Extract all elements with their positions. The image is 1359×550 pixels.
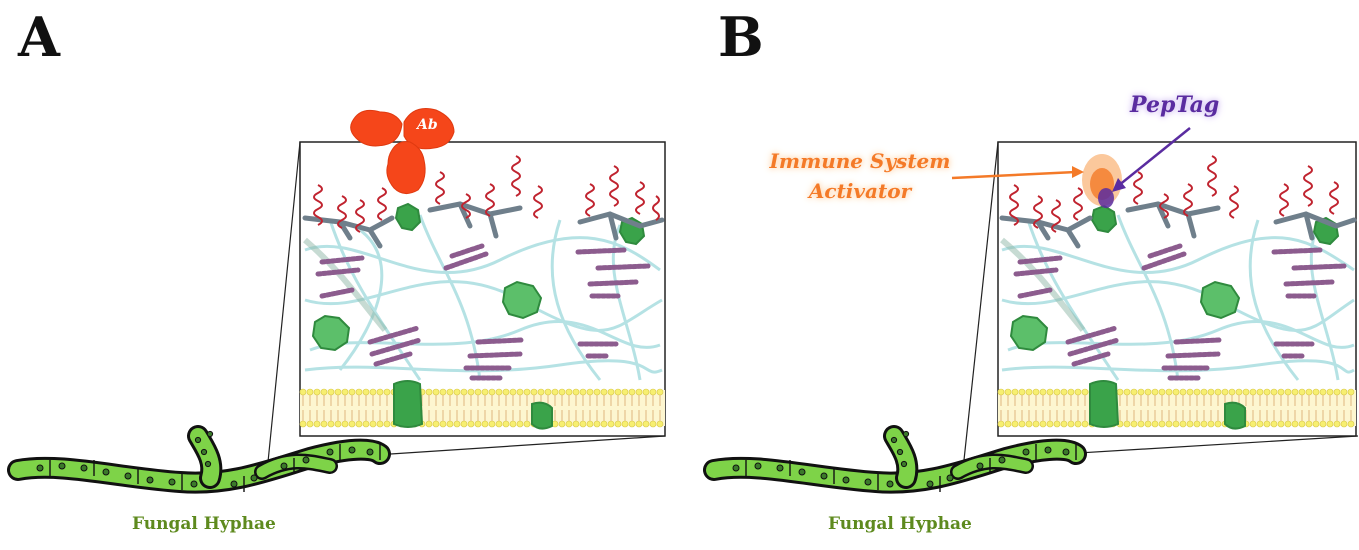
immune-system-activator-label: Immune System Activator — [769, 149, 951, 203]
panel-b-caption: Fungal Hyphae — [828, 514, 972, 534]
cell-wall-inset — [299, 141, 666, 437]
fungal-hyphae — [7, 425, 391, 494]
panel-a-illustration — [7, 108, 666, 494]
panel-b-letter: B — [718, 5, 764, 69]
membrane-protein-1 — [393, 380, 424, 428]
peptag-molecule — [1098, 188, 1114, 208]
membrane-protein-2 — [1224, 401, 1246, 430]
immune-activator-complex — [1082, 154, 1122, 208]
peptag-label: PepTag — [1130, 92, 1220, 118]
antibody-label: Ab — [417, 117, 438, 133]
cell-wall-inset — [997, 141, 1357, 437]
panel-a-letter: A — [18, 5, 60, 69]
panel-b-illustration — [703, 127, 1359, 494]
helix-group — [313, 155, 660, 233]
immune-arrow — [951, 170, 1077, 180]
membrane-protein-2 — [531, 401, 553, 430]
annotation-arrows — [951, 127, 1191, 192]
zoom-line-top — [963, 141, 999, 461]
panel-b: B — [680, 0, 1359, 550]
antibody — [350, 108, 455, 194]
fungal-hyphae — [703, 425, 1087, 494]
membrane-bilayer — [299, 380, 665, 430]
green-proteins — [1009, 204, 1340, 352]
purple-strands — [315, 243, 651, 381]
membrane-bilayer — [997, 380, 1356, 430]
peptag-arrow — [1117, 127, 1191, 187]
green-proteins — [311, 202, 646, 352]
purple-strands — [1013, 243, 1347, 381]
panel-a: A — [7, 5, 666, 534]
panel-a-caption: Fungal Hyphae — [132, 514, 276, 534]
membrane-protein-1 — [1089, 380, 1120, 428]
zoom-line-top — [267, 141, 301, 463]
helix-group — [1009, 155, 1339, 233]
